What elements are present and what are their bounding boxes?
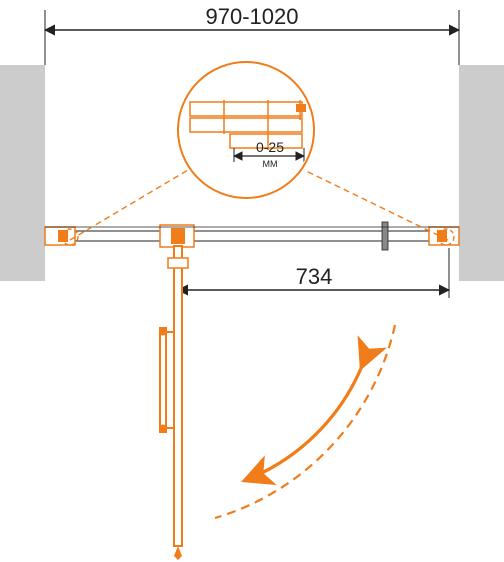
swing-arc [215, 325, 395, 518]
rail-assembly [45, 222, 459, 250]
adjustment-value: 0-25 [256, 139, 284, 155]
door-open [160, 246, 189, 560]
dimension-opening: 734 [178, 248, 449, 298]
dimension-overall: 970-1020 [45, 4, 459, 65]
wall-right [459, 65, 504, 281]
technical-drawing: 970-1020 734 [0, 0, 504, 562]
opening-width-label: 734 [296, 264, 333, 289]
zoom-detail: 0-25 MM [178, 62, 314, 198]
swing-arrow [246, 366, 362, 480]
adjustment-unit: MM [263, 159, 278, 169]
wall-left [0, 65, 45, 281]
overall-width-label: 970-1020 [206, 4, 299, 29]
callout-ray-right [304, 170, 448, 240]
